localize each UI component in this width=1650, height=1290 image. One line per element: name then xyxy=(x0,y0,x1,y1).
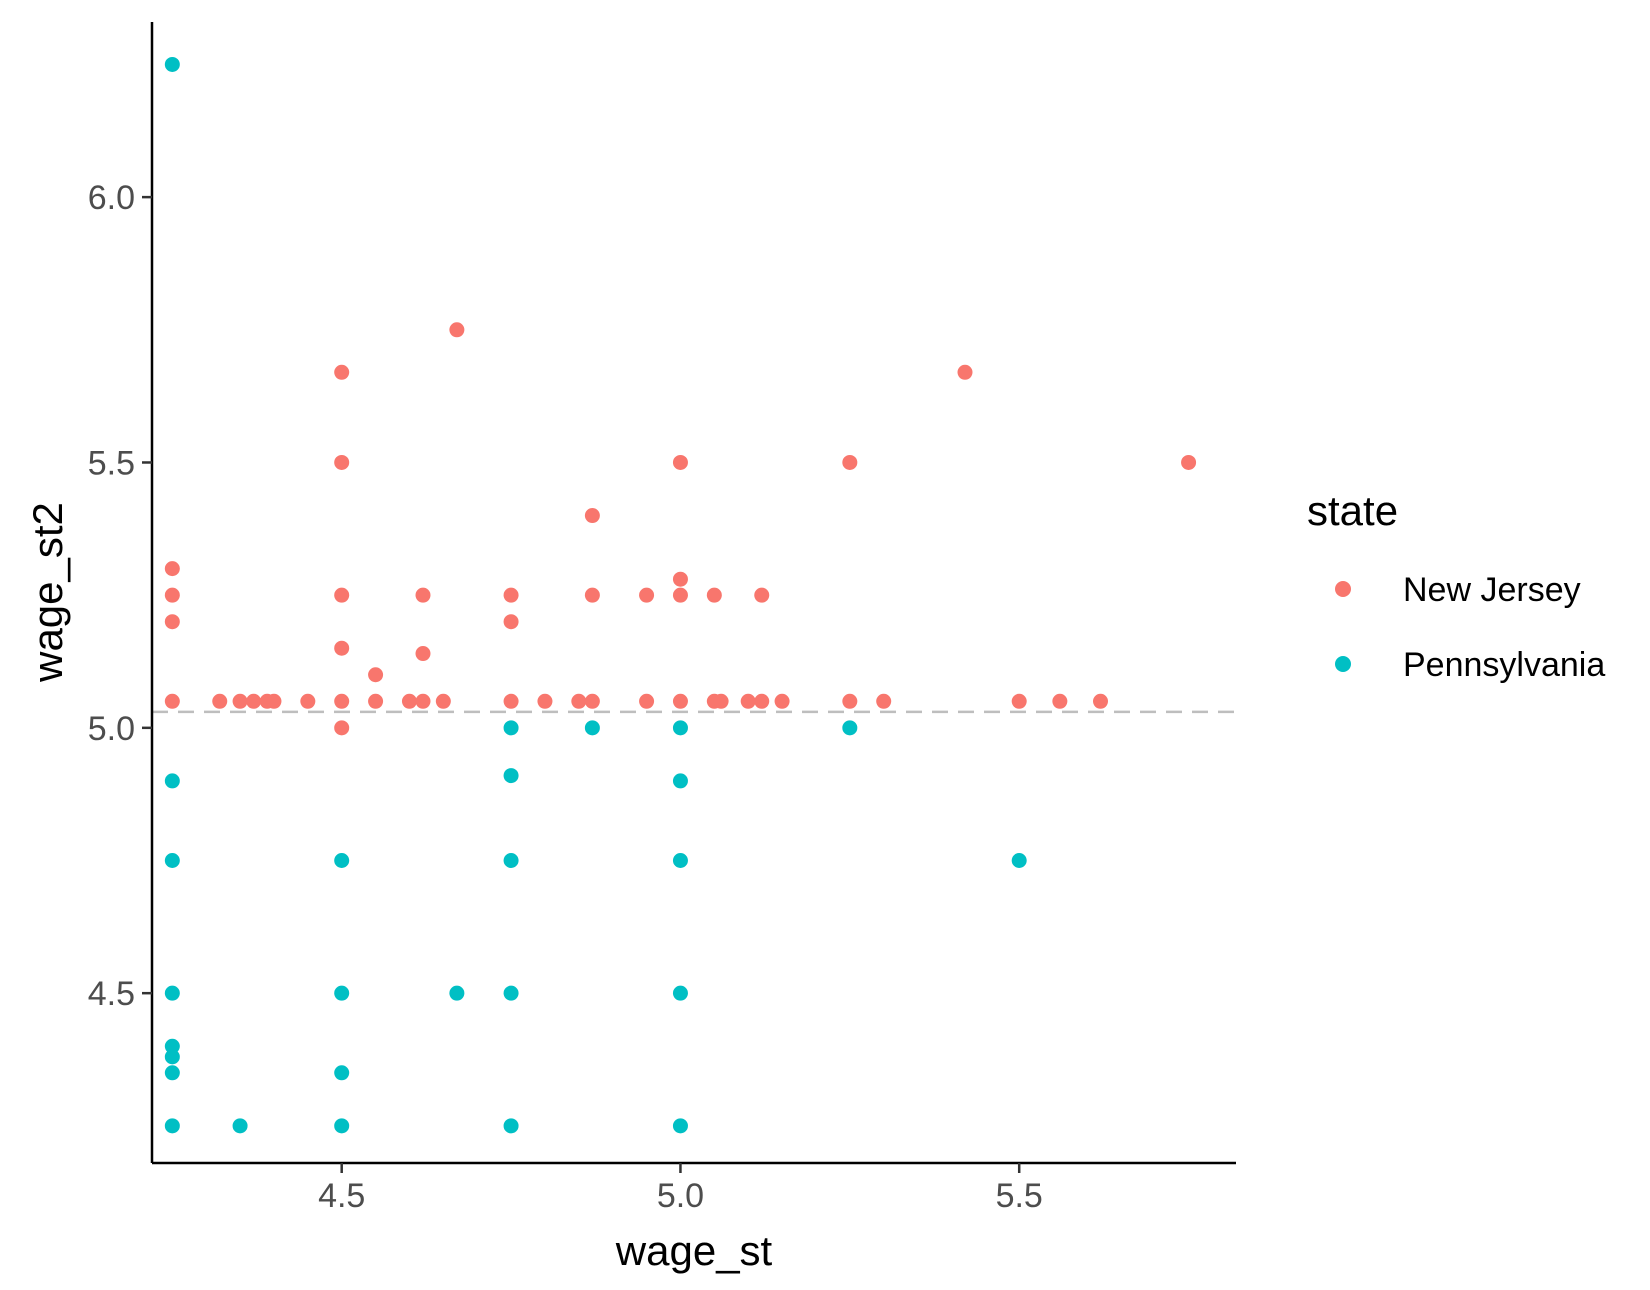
data-point-new-jersey xyxy=(571,693,587,709)
data-point-new-jersey xyxy=(842,454,858,470)
x-tick-label: 4.5 xyxy=(318,1177,365,1215)
data-point-new-jersey xyxy=(503,693,519,709)
data-point-new-jersey xyxy=(212,693,228,709)
data-point-pennsylvania xyxy=(584,720,600,736)
data-point-new-jersey xyxy=(639,587,655,603)
data-point-new-jersey xyxy=(842,693,858,709)
data-point-pennsylvania xyxy=(164,853,180,869)
data-point-new-jersey xyxy=(164,693,180,709)
data-point-new-jersey xyxy=(584,508,600,524)
data-point-new-jersey xyxy=(334,364,350,380)
y-axis-title: wage_st2 xyxy=(24,502,71,683)
data-point-new-jersey xyxy=(449,322,465,338)
data-point-new-jersey xyxy=(754,693,770,709)
data-point-new-jersey xyxy=(876,693,892,709)
data-point-new-jersey xyxy=(672,587,688,603)
data-point-new-jersey xyxy=(503,614,519,630)
data-point-new-jersey xyxy=(774,693,790,709)
data-point-new-jersey xyxy=(672,454,688,470)
legend-key-new-jersey xyxy=(1335,581,1351,597)
data-point-new-jersey xyxy=(537,693,553,709)
data-point-new-jersey xyxy=(740,693,756,709)
data-point-new-jersey xyxy=(164,561,180,577)
series-pennsylvania xyxy=(164,56,1027,1134)
data-point-new-jersey xyxy=(164,614,180,630)
y-ticks-layer: 4.5 5.0 5.5 6.0 xyxy=(88,179,152,1013)
data-point-new-jersey xyxy=(1011,693,1027,709)
data-point-new-jersey xyxy=(584,587,600,603)
data-point-pennsylvania xyxy=(334,1118,350,1134)
data-point-new-jersey xyxy=(246,693,262,709)
data-point-new-jersey xyxy=(1181,454,1197,470)
data-point-pennsylvania xyxy=(672,853,688,869)
data-point-new-jersey xyxy=(368,693,384,709)
legend-label-pennsylvania: Pennsylvania xyxy=(1403,646,1605,684)
data-point-pennsylvania xyxy=(503,768,519,784)
data-point-new-jersey xyxy=(401,693,417,709)
data-point-pennsylvania xyxy=(1011,853,1027,869)
data-point-new-jersey xyxy=(368,667,384,683)
x-ticks-layer: 4.5 5.0 5.5 xyxy=(318,1163,1043,1215)
data-point-new-jersey xyxy=(164,587,180,603)
series-new-jersey xyxy=(164,322,1197,736)
data-point-new-jersey xyxy=(334,693,350,709)
data-point-new-jersey xyxy=(266,693,282,709)
data-point-new-jersey xyxy=(1093,693,1108,709)
data-point-pennsylvania xyxy=(334,1065,350,1081)
y-tick-label: 6.0 xyxy=(88,179,135,217)
data-point-pennsylvania xyxy=(334,853,350,869)
x-axis-title: wage_st xyxy=(615,1227,773,1274)
data-point-new-jersey xyxy=(957,364,973,380)
y-tick-label: 5.0 xyxy=(88,710,135,748)
data-point-new-jersey xyxy=(415,587,431,603)
data-point-new-jersey xyxy=(672,693,688,709)
x-tick-label: 5.0 xyxy=(657,1177,704,1215)
data-point-pennsylvania xyxy=(164,985,180,1001)
data-point-new-jersey xyxy=(232,693,248,709)
data-point-pennsylvania xyxy=(164,1049,180,1065)
data-point-new-jersey xyxy=(1052,693,1068,709)
y-tick-label: 5.5 xyxy=(88,444,135,482)
data-point-pennsylvania xyxy=(449,985,465,1001)
points-layer xyxy=(164,56,1197,1134)
legend-label-new-jersey: New Jersey xyxy=(1403,571,1581,609)
data-point-pennsylvania xyxy=(842,720,858,736)
data-point-new-jersey xyxy=(639,693,655,709)
data-point-new-jersey xyxy=(435,693,451,709)
legend: state New Jersey Pennsylvania xyxy=(1307,487,1605,684)
data-point-new-jersey xyxy=(503,587,519,603)
data-point-pennsylvania xyxy=(164,773,180,789)
data-point-pennsylvania xyxy=(164,1065,180,1081)
data-point-new-jersey xyxy=(334,720,350,736)
data-point-new-jersey xyxy=(334,640,350,656)
data-point-new-jersey xyxy=(706,587,722,603)
data-point-new-jersey xyxy=(415,693,431,709)
data-point-pennsylvania xyxy=(503,985,519,1001)
data-point-pennsylvania xyxy=(672,1118,688,1134)
y-tick-label: 4.5 xyxy=(88,975,135,1013)
data-point-pennsylvania xyxy=(672,773,688,789)
data-point-new-jersey xyxy=(334,587,350,603)
data-point-pennsylvania xyxy=(164,1038,180,1054)
data-point-pennsylvania xyxy=(503,720,519,736)
legend-title: state xyxy=(1307,487,1398,534)
data-point-pennsylvania xyxy=(164,56,180,72)
data-point-pennsylvania xyxy=(672,720,688,736)
data-point-pennsylvania xyxy=(334,985,350,1001)
data-point-pennsylvania xyxy=(672,985,688,1001)
data-point-new-jersey xyxy=(334,454,350,470)
data-point-new-jersey xyxy=(672,571,688,587)
data-point-new-jersey xyxy=(415,646,431,662)
legend-key-pennsylvania xyxy=(1335,656,1351,672)
data-point-new-jersey xyxy=(713,693,729,709)
data-point-new-jersey xyxy=(754,587,770,603)
data-point-pennsylvania xyxy=(232,1118,248,1134)
x-tick-label: 5.5 xyxy=(996,1177,1043,1215)
data-point-pennsylvania xyxy=(503,1118,519,1134)
data-point-pennsylvania xyxy=(164,1118,180,1134)
data-point-pennsylvania xyxy=(503,853,519,869)
data-point-new-jersey xyxy=(300,693,316,709)
data-point-new-jersey xyxy=(584,693,600,709)
